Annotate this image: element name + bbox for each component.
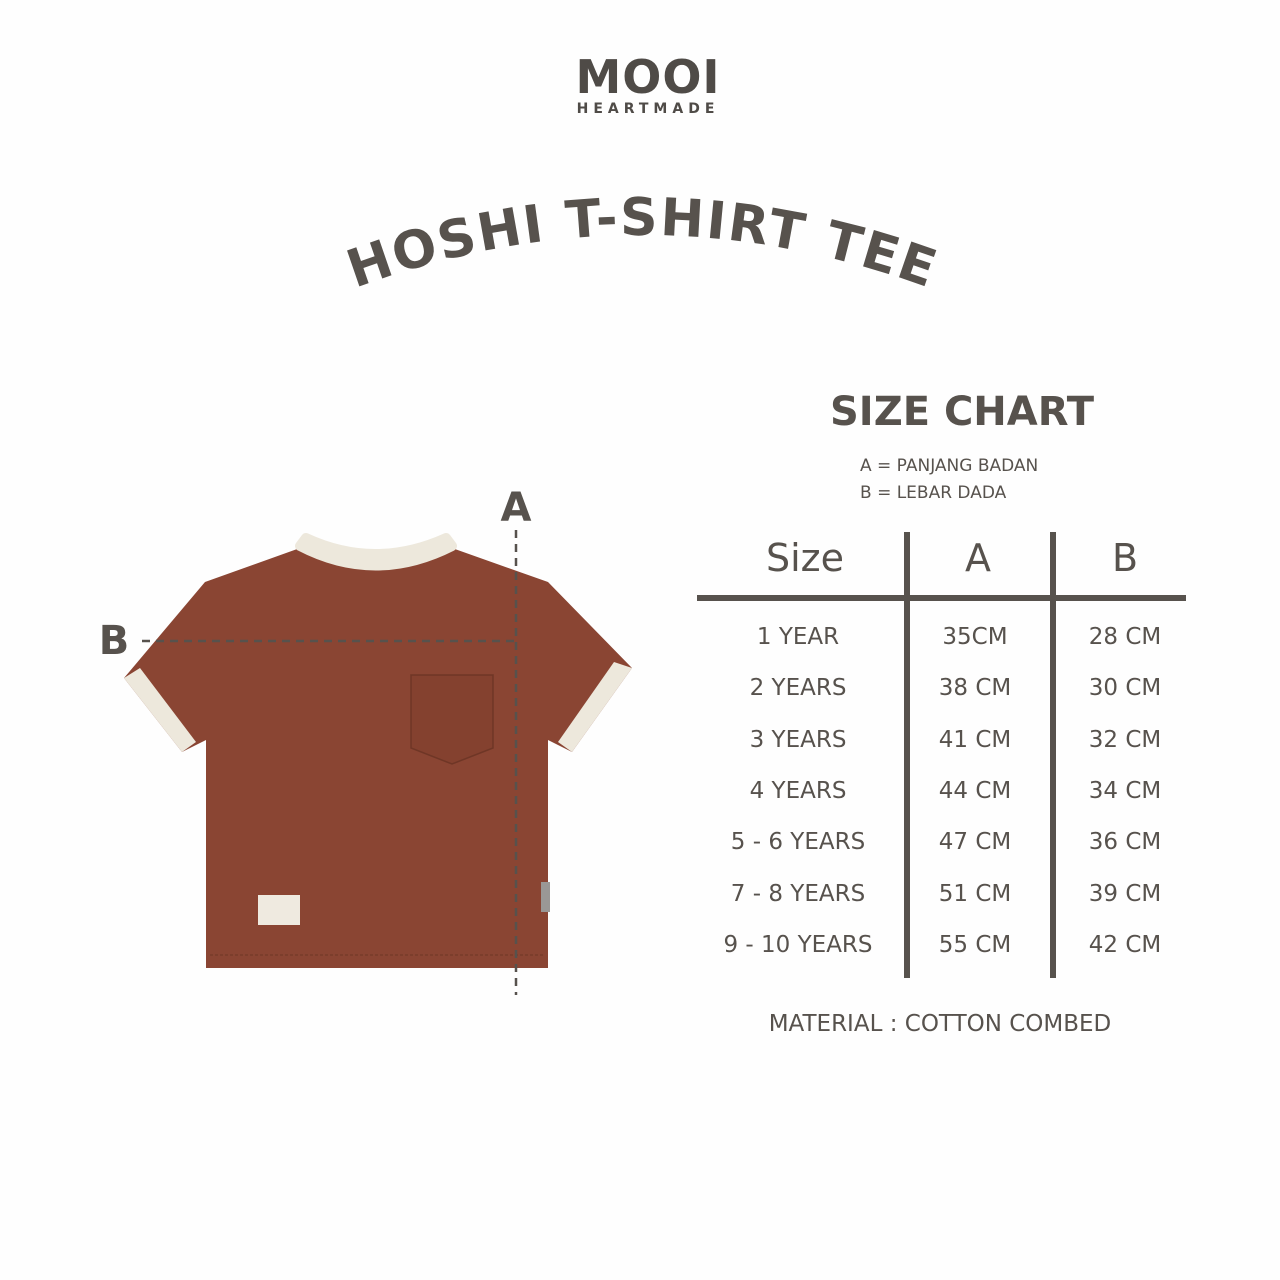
table-cell-b: 36 CM [1088, 829, 1162, 856]
table-cell-b: 42 CM [1088, 931, 1162, 958]
size-chart-title: SIZE CHART [830, 389, 1095, 435]
header-divider [697, 595, 1186, 601]
column-divider [1050, 532, 1056, 978]
column-divider [904, 532, 910, 978]
shirt-label-tag [258, 895, 300, 925]
material-note: MATERIAL : COTTON COMBED [768, 1011, 1112, 1037]
table-cell-b: 30 CM [1088, 675, 1162, 702]
dimension-label-b: B [98, 618, 130, 664]
column-header-size: Size [765, 536, 845, 580]
table-cell-size: 3 YEARS [749, 726, 847, 753]
table-cell-b: 39 CM [1088, 880, 1162, 907]
table-cell-a: 41 CM [938, 726, 1012, 753]
table-cell-b: 34 CM [1088, 777, 1162, 804]
table-cell-a: 44 CM [938, 777, 1012, 804]
table-cell-size: 2 YEARS [749, 675, 847, 702]
table-cell-a: 35CM [942, 624, 1008, 650]
table-cell-a: 55 CM [938, 931, 1012, 958]
product-title: HOSHI T-SHIRT TEE [340, 188, 944, 300]
table-cell-size: 9 - 10 YEARS [723, 931, 873, 958]
table-cell-a: 47 CM [938, 829, 1012, 856]
brand-tagline: HEARTMADE [576, 101, 720, 117]
brand-logo: MOOI [575, 50, 721, 104]
column-header-b: B [1111, 536, 1139, 580]
table-cell-size: 1 YEAR [756, 624, 840, 650]
table-cell-b: 32 CM [1088, 726, 1162, 753]
legend-a: A = PANJANG BADAN [860, 456, 1039, 476]
table-cell-a: 51 CM [938, 880, 1012, 907]
legend-b: B = LEBAR DADA [860, 483, 1007, 503]
table-cell-size: 5 - 6 YEARS [730, 829, 866, 856]
table-cell-a: 38 CM [938, 675, 1012, 702]
column-header-a: A [965, 536, 991, 580]
table-cell-size: 4 YEARS [749, 777, 847, 804]
table-cell-b: 28 CM [1088, 624, 1162, 650]
dimension-label-a: A [500, 485, 532, 531]
table-cell-size: 7 - 8 YEARS [730, 880, 866, 907]
tshirt-image [124, 530, 632, 995]
